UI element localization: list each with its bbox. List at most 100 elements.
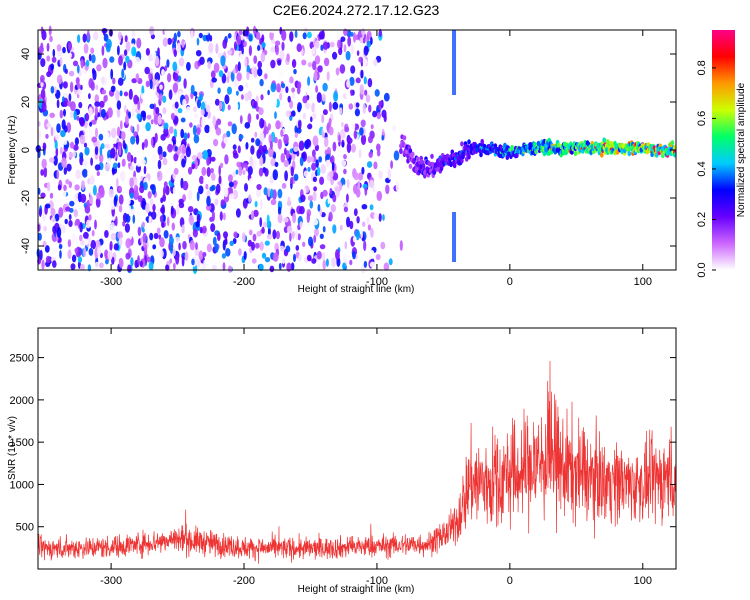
noise-cell: [239, 54, 245, 60]
noise-cell: [67, 249, 72, 260]
noise-cell: [212, 115, 216, 127]
noise-cell: [151, 211, 157, 220]
signal-cell: [461, 154, 465, 160]
noise-cell: [238, 85, 244, 92]
noise-cell: [46, 71, 52, 78]
noise-cell: [382, 214, 385, 221]
noise-cell: [369, 204, 374, 211]
noise-cell: [340, 36, 346, 42]
noise-cell: [86, 219, 91, 229]
noise-cell: [249, 229, 253, 236]
noise-cell: [63, 167, 67, 175]
noise-cell: [92, 185, 97, 196]
noise-cell: [225, 248, 231, 257]
noise-cell: [38, 130, 42, 140]
noise-cell: [163, 186, 166, 197]
noise-cell: [136, 113, 141, 120]
noise-cell: [359, 127, 364, 136]
noise-cell: [224, 94, 230, 105]
noise-cell: [184, 251, 189, 262]
noise-cell: [299, 221, 303, 228]
noise-cell: [346, 79, 351, 88]
signal-cell: [670, 140, 675, 146]
noise-cell: [333, 90, 339, 102]
noise-cell: [140, 236, 143, 244]
colorbar-tick-label: 0.6: [696, 111, 708, 126]
noise-cell: [83, 142, 88, 148]
noise-cell: [248, 194, 252, 203]
noise-cell: [292, 92, 295, 99]
noise-cell: [137, 226, 142, 237]
noise-cell: [95, 261, 99, 268]
noise-cell: [166, 216, 170, 227]
noise-cell: [210, 167, 214, 174]
noise-cell: [332, 172, 339, 181]
noise-cell: [234, 102, 239, 110]
noise-cell: [316, 166, 321, 176]
noise-cell: [141, 221, 145, 228]
noise-cell: [373, 58, 378, 67]
noise-cell: [125, 252, 131, 260]
noise-cell: [217, 87, 221, 94]
noise-cell: [238, 248, 242, 256]
noise-cell: [302, 32, 307, 40]
noise-cell: [141, 197, 146, 208]
noise-cell: [113, 243, 119, 251]
noise-cell: [220, 162, 224, 168]
noise-cell: [218, 70, 224, 78]
noise-cell: [49, 112, 55, 119]
noise-cell: [340, 160, 347, 167]
noise-cell: [232, 180, 238, 186]
noise-cell: [376, 112, 382, 120]
noise-cell: [352, 250, 356, 260]
noise-cell: [157, 114, 162, 126]
noise-cell: [90, 239, 96, 250]
snr-x-axis-label: Height of straight line (km): [298, 584, 415, 595]
noise-cell: [242, 169, 246, 175]
noise-cell: [86, 29, 90, 41]
noise-cell: [236, 34, 241, 46]
noise-cell: [262, 144, 267, 154]
noise-cell: [289, 31, 294, 42]
noise-cell: [173, 49, 177, 57]
noise-cell: [122, 220, 126, 227]
noise-cell: [367, 78, 373, 88]
y-tick-label: -40: [20, 238, 32, 254]
noise-cell: [78, 101, 83, 109]
noise-cell: [182, 180, 189, 191]
noise-cell: [177, 75, 182, 82]
noise-cell: [272, 252, 279, 262]
noise-cell: [52, 225, 56, 234]
noise-cell: [212, 236, 217, 246]
noise-cell: [177, 30, 181, 38]
noise-cell: [59, 56, 63, 66]
noise-cell: [173, 32, 177, 43]
noise-cell: [206, 190, 211, 199]
colorbar-gradient: [712, 30, 735, 270]
noise-cell: [343, 206, 348, 213]
noise-cell: [104, 230, 109, 238]
noise-cell: [217, 232, 221, 242]
y-tick-label: 500: [16, 522, 34, 534]
noise-cell: [136, 37, 142, 49]
noise-cell: [330, 204, 336, 213]
noise-cell: [302, 112, 307, 120]
colorbar-tick-label: 0.4: [696, 161, 708, 176]
noise-cell: [166, 59, 170, 68]
noise-cell: [298, 140, 305, 151]
noise-cell: [187, 166, 193, 175]
noise-cell: [107, 107, 113, 118]
noise-cell: [146, 158, 150, 170]
noise-cell: [124, 35, 128, 43]
noise-cell: [193, 113, 199, 119]
noise-cell: [82, 160, 88, 167]
noise-cell: [53, 155, 58, 166]
noise-cell: [257, 67, 263, 77]
noise-cell: [295, 230, 299, 241]
noise-cell: [98, 133, 104, 141]
noise-cell: [112, 77, 116, 85]
noise-cell: [153, 114, 159, 125]
noise-cell: [226, 130, 231, 138]
x-tick-label: 0: [507, 575, 513, 587]
noise-cell: [289, 100, 294, 109]
